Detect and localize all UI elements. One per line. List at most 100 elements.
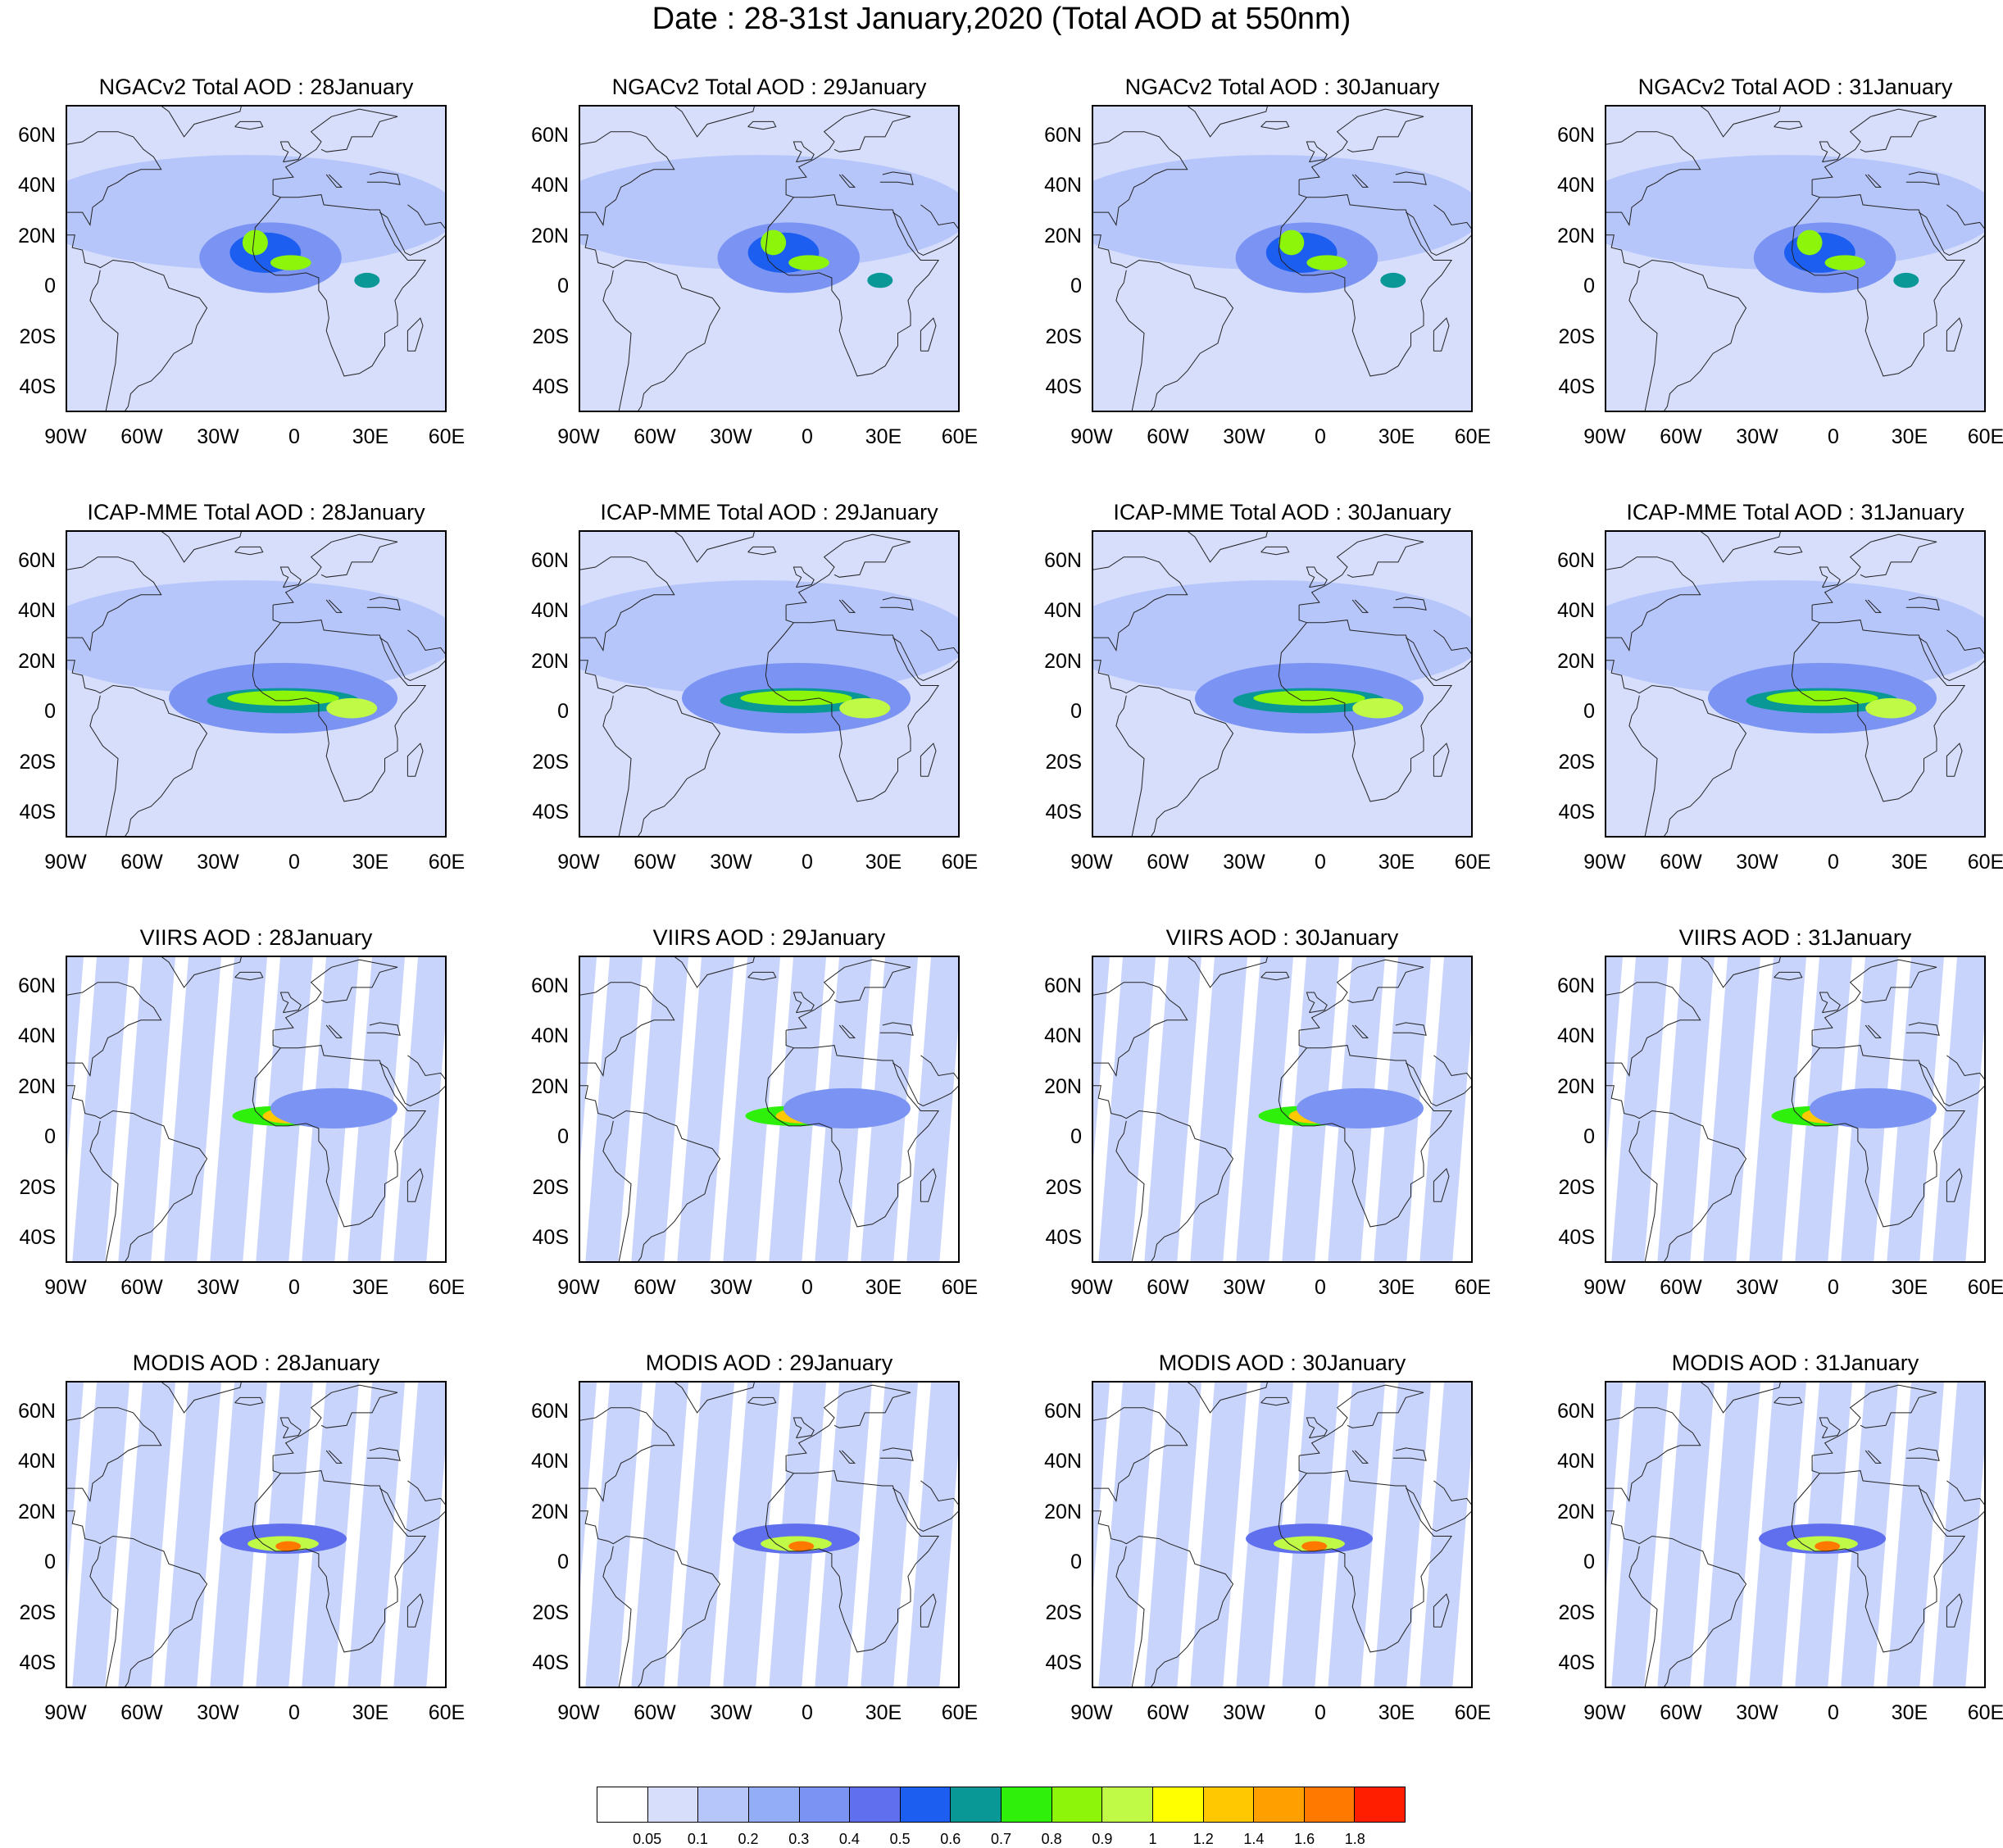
- map-plot: [1605, 956, 1986, 1263]
- satellite-swath: [1093, 1383, 1110, 1587]
- lon-tick-label: 60W: [634, 425, 676, 448]
- lat-tick-label: 40S: [532, 801, 569, 824]
- colorbar-swatch: [1304, 1787, 1356, 1822]
- coastline: [879, 597, 914, 611]
- panel-title: NGACv2 Total AOD : 29January: [611, 75, 927, 99]
- coastline: [1791, 179, 1966, 377]
- coastline: [1864, 1024, 1883, 1038]
- lon-tick-label: 30E: [1891, 425, 1928, 448]
- satellite-swath: [1606, 957, 1623, 1162]
- lon-tick-label: 0: [802, 851, 813, 874]
- lon-tick-label: 90W: [44, 1276, 87, 1299]
- aod-field: [1093, 957, 1471, 1261]
- coastline: [1299, 1384, 1424, 1456]
- satellite-swath: [585, 957, 643, 1261]
- aod-plume: [1824, 255, 1866, 270]
- lon-tick-label: 90W: [44, 1701, 87, 1724]
- colorbar-swatch: [597, 1787, 648, 1822]
- coastline: [1093, 556, 1188, 652]
- coastline: [1093, 131, 1188, 226]
- satellite-swath: [1657, 1383, 1715, 1687]
- colorbar-swatch: [1002, 1787, 1052, 1822]
- aod-field: [580, 107, 958, 411]
- coastline: [1433, 1168, 1450, 1202]
- lon-tick-label: 30W: [1736, 425, 1778, 448]
- satellite-swath: [1887, 1383, 1944, 1687]
- lon-tick-label: 60W: [1147, 1276, 1189, 1299]
- coastline: [1093, 1407, 1188, 1502]
- colorbar-swatch: [799, 1787, 851, 1822]
- map-plot: [579, 956, 960, 1263]
- satellite-swath: [72, 957, 129, 1261]
- lat-tick-label: 20S: [1045, 1175, 1082, 1199]
- coastline: [1260, 1396, 1290, 1406]
- coastline: [1260, 971, 1290, 981]
- coastline: [1905, 1447, 1940, 1461]
- coastline: [1406, 629, 1471, 681]
- coastline: [602, 695, 632, 836]
- coastline: [747, 546, 777, 556]
- lon-tick-label: 60W: [634, 1276, 676, 1299]
- map-plot: [66, 1381, 447, 1688]
- lat-tick-label: 20N: [1557, 1500, 1595, 1523]
- map-plot: [1605, 530, 1986, 838]
- lon-tick-label: 60E: [428, 851, 466, 874]
- aod-plume: [788, 1541, 815, 1551]
- coastline: [161, 1383, 242, 1414]
- lon-tick-label: 60E: [428, 1276, 466, 1299]
- coastline: [1433, 317, 1450, 352]
- colorbar-label: 0.3: [788, 1831, 810, 1847]
- lon-tick-label: 30W: [1223, 1276, 1265, 1299]
- coastline: [580, 982, 675, 1077]
- coastline: [580, 1510, 721, 1687]
- coastline: [1946, 1168, 1963, 1202]
- coastline: [234, 120, 264, 130]
- coastline: [1278, 605, 1453, 802]
- lon-tick-label: 60W: [634, 1701, 676, 1724]
- aod-band: [1093, 155, 1471, 270]
- aod-band: [1606, 580, 1984, 696]
- satellite-swath: [1606, 1383, 1623, 1587]
- lon-tick-label: 30E: [865, 1701, 902, 1724]
- coastline: [1299, 959, 1424, 1031]
- lat-tick-label: 20S: [19, 1601, 56, 1624]
- lat-tick-label: 40N: [18, 1024, 56, 1048]
- coastline: [1093, 1510, 1234, 1687]
- lon-tick-label: 60W: [120, 425, 163, 448]
- aod-plume: [1380, 272, 1406, 288]
- lat-tick-label: 20S: [1558, 1175, 1595, 1199]
- coastline: [793, 992, 815, 1014]
- coastline: [1351, 1450, 1369, 1464]
- panel-title: ICAP-MME Total AOD : 31January: [1626, 500, 1964, 524]
- panel-title: ICAP-MME Total AOD : 29January: [600, 500, 938, 524]
- lat-tick-label: 60N: [1044, 123, 1082, 147]
- lon-tick-label: 60W: [1660, 851, 1702, 874]
- lat-tick-label: 60N: [1557, 974, 1595, 997]
- colorbar-swatch: [647, 1787, 699, 1822]
- lon-tick-label: 0: [802, 1276, 813, 1299]
- coastline: [1406, 1055, 1471, 1106]
- lat-tick-label: 0: [1583, 1125, 1595, 1149]
- coastline: [1406, 1480, 1471, 1532]
- coastline: [838, 1450, 856, 1464]
- satellite-swath: [347, 1383, 405, 1687]
- coastline: [1299, 108, 1424, 180]
- lon-tick-label: 60E: [1967, 425, 2003, 448]
- coastline: [89, 1120, 119, 1261]
- colorbar-swatch: [1203, 1787, 1255, 1822]
- colorbar-label: 0.2: [738, 1831, 759, 1847]
- panel-title: VIIRS AOD : 30January: [1165, 925, 1399, 950]
- lon-tick-label: 30W: [197, 1276, 239, 1299]
- lat-tick-label: 20N: [18, 1074, 56, 1098]
- lon-tick-label: 30W: [1736, 1701, 1778, 1724]
- coastline: [234, 546, 264, 556]
- colorbar-label: 1.6: [1294, 1831, 1315, 1847]
- satellite-swath: [631, 1383, 688, 1687]
- lon-tick-label: 30E: [352, 1701, 389, 1724]
- coastline: [407, 1168, 424, 1202]
- aod-plume: [326, 697, 378, 719]
- lon-tick-label: 60W: [1147, 851, 1189, 874]
- lon-tick-label: 60E: [1454, 1701, 1492, 1724]
- lon-tick-label: 60W: [120, 1701, 163, 1724]
- satellite-swath: [1703, 1383, 1760, 1687]
